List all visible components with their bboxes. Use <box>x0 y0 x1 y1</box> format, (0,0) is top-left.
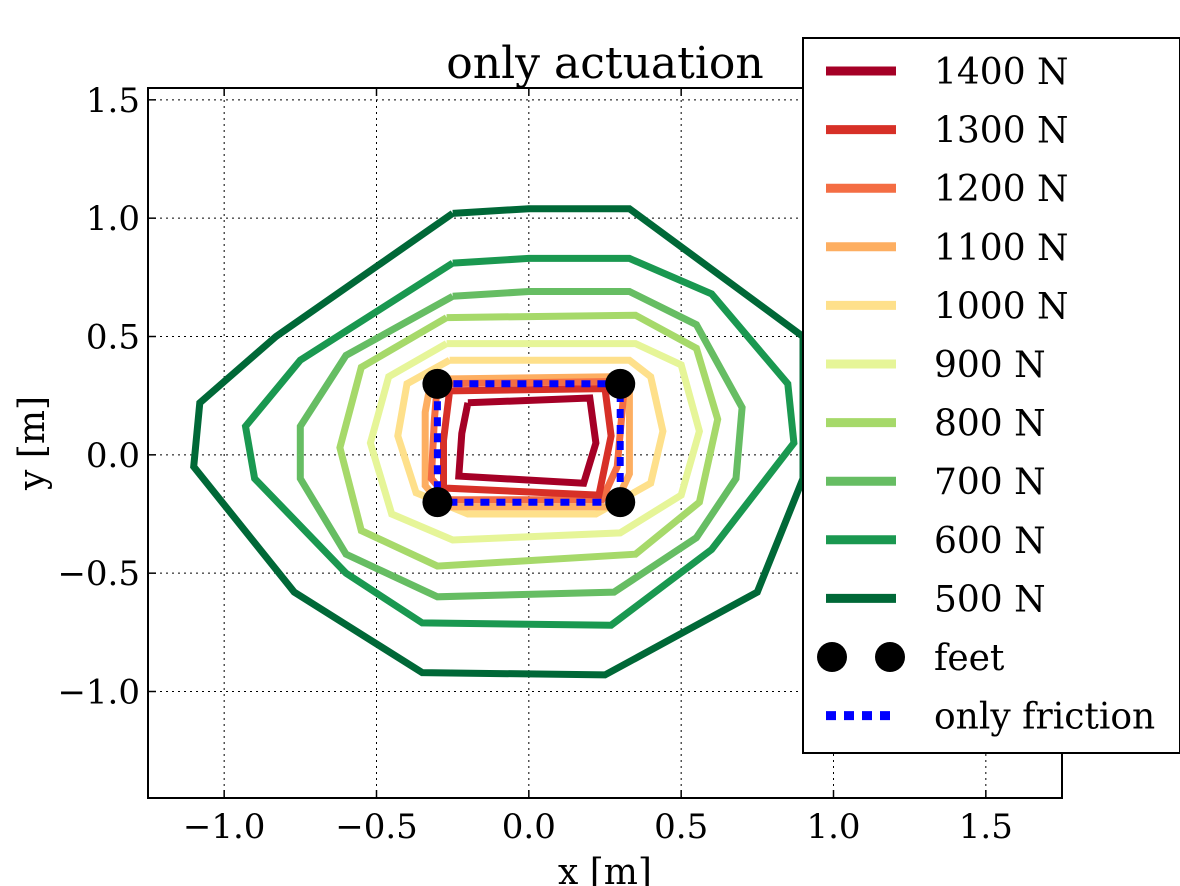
y-tick-label: −1.0 <box>57 673 140 713</box>
legend-label: 1100 N <box>934 228 1069 269</box>
y-tick-label: −0.5 <box>57 554 140 594</box>
contour-line <box>366 340 704 544</box>
legend-label: 900 N <box>934 345 1046 386</box>
x-tick-label: 0.0 <box>502 807 556 847</box>
x-tick-label: −0.5 <box>335 807 418 847</box>
contour-line <box>336 311 722 570</box>
x-tick-label: −1.0 <box>183 807 266 847</box>
legend-label: 1300 N <box>934 111 1069 152</box>
legend-label: 700 N <box>934 462 1046 503</box>
legend: 1400 N 1300 N 1200 N 1100 N 1000 N 900 N 800 N… <box>802 37 1180 754</box>
chart-title: only actuation <box>446 38 763 89</box>
foot-marker <box>605 487 636 518</box>
legend-label: 1000 N <box>934 286 1069 327</box>
x-tick-label: 1.5 <box>959 807 1013 847</box>
plot-curves <box>190 205 807 679</box>
legend-label: 1400 N <box>934 52 1069 93</box>
legend-label: only friction <box>934 697 1155 738</box>
legend-label: 800 N <box>934 404 1046 445</box>
contour-line <box>394 356 667 518</box>
legend-marker <box>817 642 847 672</box>
contour-line <box>296 288 746 601</box>
y-tick-label: 0.5 <box>86 318 140 358</box>
x-tick-label: 1.0 <box>806 807 860 847</box>
axis-ticks: −1.0 −0.5 0.0 0.5 1.0 1.5 −1.0 −0.5 0.0 0.5 1.0 1.5 <box>57 81 1062 847</box>
y-axis-label: y [m] <box>12 396 53 491</box>
contour-line <box>455 394 600 487</box>
legend-marker <box>875 642 905 672</box>
foot-marker <box>422 368 453 399</box>
legend-label: 500 N <box>934 579 1046 620</box>
x-tick-label: 0.5 <box>654 807 708 847</box>
contour-line <box>440 385 615 499</box>
contour-line <box>241 254 798 629</box>
contour-line <box>190 205 807 679</box>
legend-box <box>802 37 1180 754</box>
y-tick-label: 1.5 <box>86 81 140 121</box>
legend-label: 600 N <box>934 521 1046 562</box>
legend-label: feet <box>934 638 1005 679</box>
foot-marker <box>605 368 636 399</box>
x-axis-label: x [m] <box>558 852 652 886</box>
y-tick-label: 1.0 <box>86 199 140 239</box>
y-tick-label: 0.0 <box>86 436 140 476</box>
legend-label: 1200 N <box>934 169 1069 210</box>
foot-marker <box>422 487 453 518</box>
